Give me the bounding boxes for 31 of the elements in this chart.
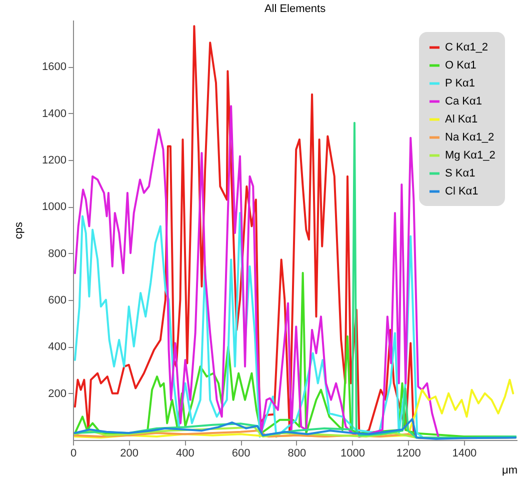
- y-tick-label: 800: [48, 248, 66, 260]
- legend-label: P Kα1: [445, 78, 476, 90]
- legend-label: C Kα1_2: [445, 42, 488, 54]
- legend-label: Ca Kα1: [445, 96, 482, 108]
- y-tick-label: 200: [48, 388, 66, 400]
- x-tick-label: 0: [70, 448, 77, 460]
- y-tick-label: 1400: [42, 108, 66, 120]
- x-tick-label: 1400: [452, 448, 477, 460]
- legend-label: Al Kα1: [445, 114, 478, 126]
- x-tick-label: 600: [232, 448, 250, 460]
- legend-label: Cl Kα1: [445, 186, 478, 198]
- y-tick-label: 600: [48, 294, 66, 306]
- line-series: [74, 212, 424, 438]
- y-axis-title: cps: [13, 221, 26, 240]
- legend-label: O Kα1: [445, 60, 476, 72]
- y-tick-label: 1600: [42, 61, 66, 74]
- y-tick-label: 1000: [42, 201, 66, 214]
- y-tick-label: 1200: [42, 154, 66, 166]
- x-tick-label: 200: [120, 448, 139, 460]
- x-tick-label: 800: [288, 448, 306, 460]
- y-tick-label: 400: [48, 341, 66, 354]
- x-tick-label: 1200: [396, 448, 421, 460]
- legend-label: S Kα1: [445, 168, 476, 180]
- line-series: [74, 25, 416, 438]
- legend-label: Na Kα1_2: [445, 132, 494, 144]
- chart-title: All Elements: [264, 3, 326, 15]
- legend-label: Mg Kα1_2: [445, 150, 496, 162]
- x-tick-label: 1000: [340, 448, 365, 460]
- line-series: [74, 105, 440, 439]
- x-axis-title: μm: [502, 464, 518, 476]
- x-tick-label: 400: [176, 448, 194, 460]
